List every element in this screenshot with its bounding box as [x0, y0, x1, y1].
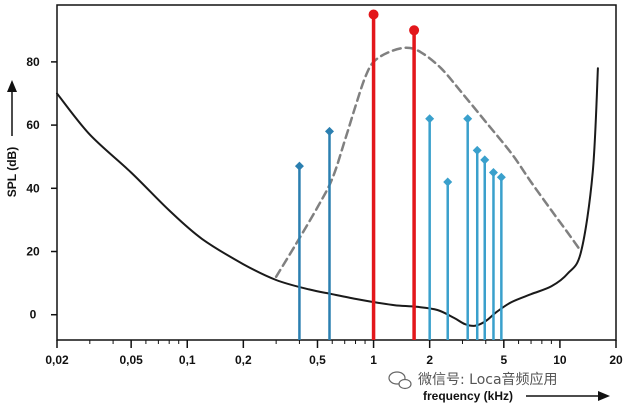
stem-marker-diamond [324, 126, 334, 136]
chat-bubble-icon [388, 371, 412, 390]
y-tick-label: 60 [26, 118, 40, 132]
ticks-layer: 0,02 0,05 0,1 0,2 0,5 1 2 5 10 20 0 20 40 60 80 [26, 55, 623, 367]
x-tick-label: 5 [500, 353, 507, 367]
stem-marker-diamond [488, 168, 498, 177]
plot-frame [56, 4, 617, 341]
x-tick-label: 2 [426, 353, 433, 367]
stem-marker-circle [368, 9, 379, 20]
x-tick-label: 0,1 [179, 353, 196, 367]
stem-marker-diamond [463, 114, 473, 124]
y-tick-label: 80 [26, 55, 40, 69]
stem-marker-diamond [443, 177, 453, 187]
y-axis-title: SPL (dB) [5, 147, 19, 197]
watermark: 微信号: Loca音频应用 [388, 371, 558, 390]
stem-marker-diamond [472, 145, 482, 155]
x-axis-title: frequency (kHz) [423, 389, 513, 403]
stem-marker-diamond [480, 155, 490, 165]
x-tick-label: 0,02 [45, 353, 69, 367]
x-axis-arrow-head [598, 391, 610, 401]
y-tick-label: 40 [26, 181, 40, 195]
y-tick-label: 20 [26, 245, 40, 259]
stem-marker-diamond [496, 172, 506, 182]
stem-marker-diamond [294, 161, 304, 171]
dashed-curve [274, 46, 583, 279]
x-tick-label: 1 [370, 353, 377, 367]
x-tick-label: 20 [609, 353, 623, 367]
solid-curve [56, 67, 599, 327]
x-tick-label: 10 [553, 353, 567, 367]
x-tick-label: 0,05 [119, 353, 143, 367]
curves-layer [56, 46, 599, 327]
stem-marker-circle [409, 25, 420, 36]
x-axis-title-group: frequency (kHz) [423, 389, 610, 403]
y-axis-title-group: SPL (dB) [5, 80, 19, 197]
watermark-text: 微信号: Loca音频应用 [418, 371, 558, 388]
stems-layer [294, 9, 506, 340]
y-tick-label: 0 [30, 308, 37, 322]
y-axis-arrow-head [7, 80, 17, 92]
x-tick-label: 0,2 [235, 353, 252, 367]
stem-marker-diamond [425, 114, 435, 124]
x-tick-label: 0,5 [309, 353, 326, 367]
